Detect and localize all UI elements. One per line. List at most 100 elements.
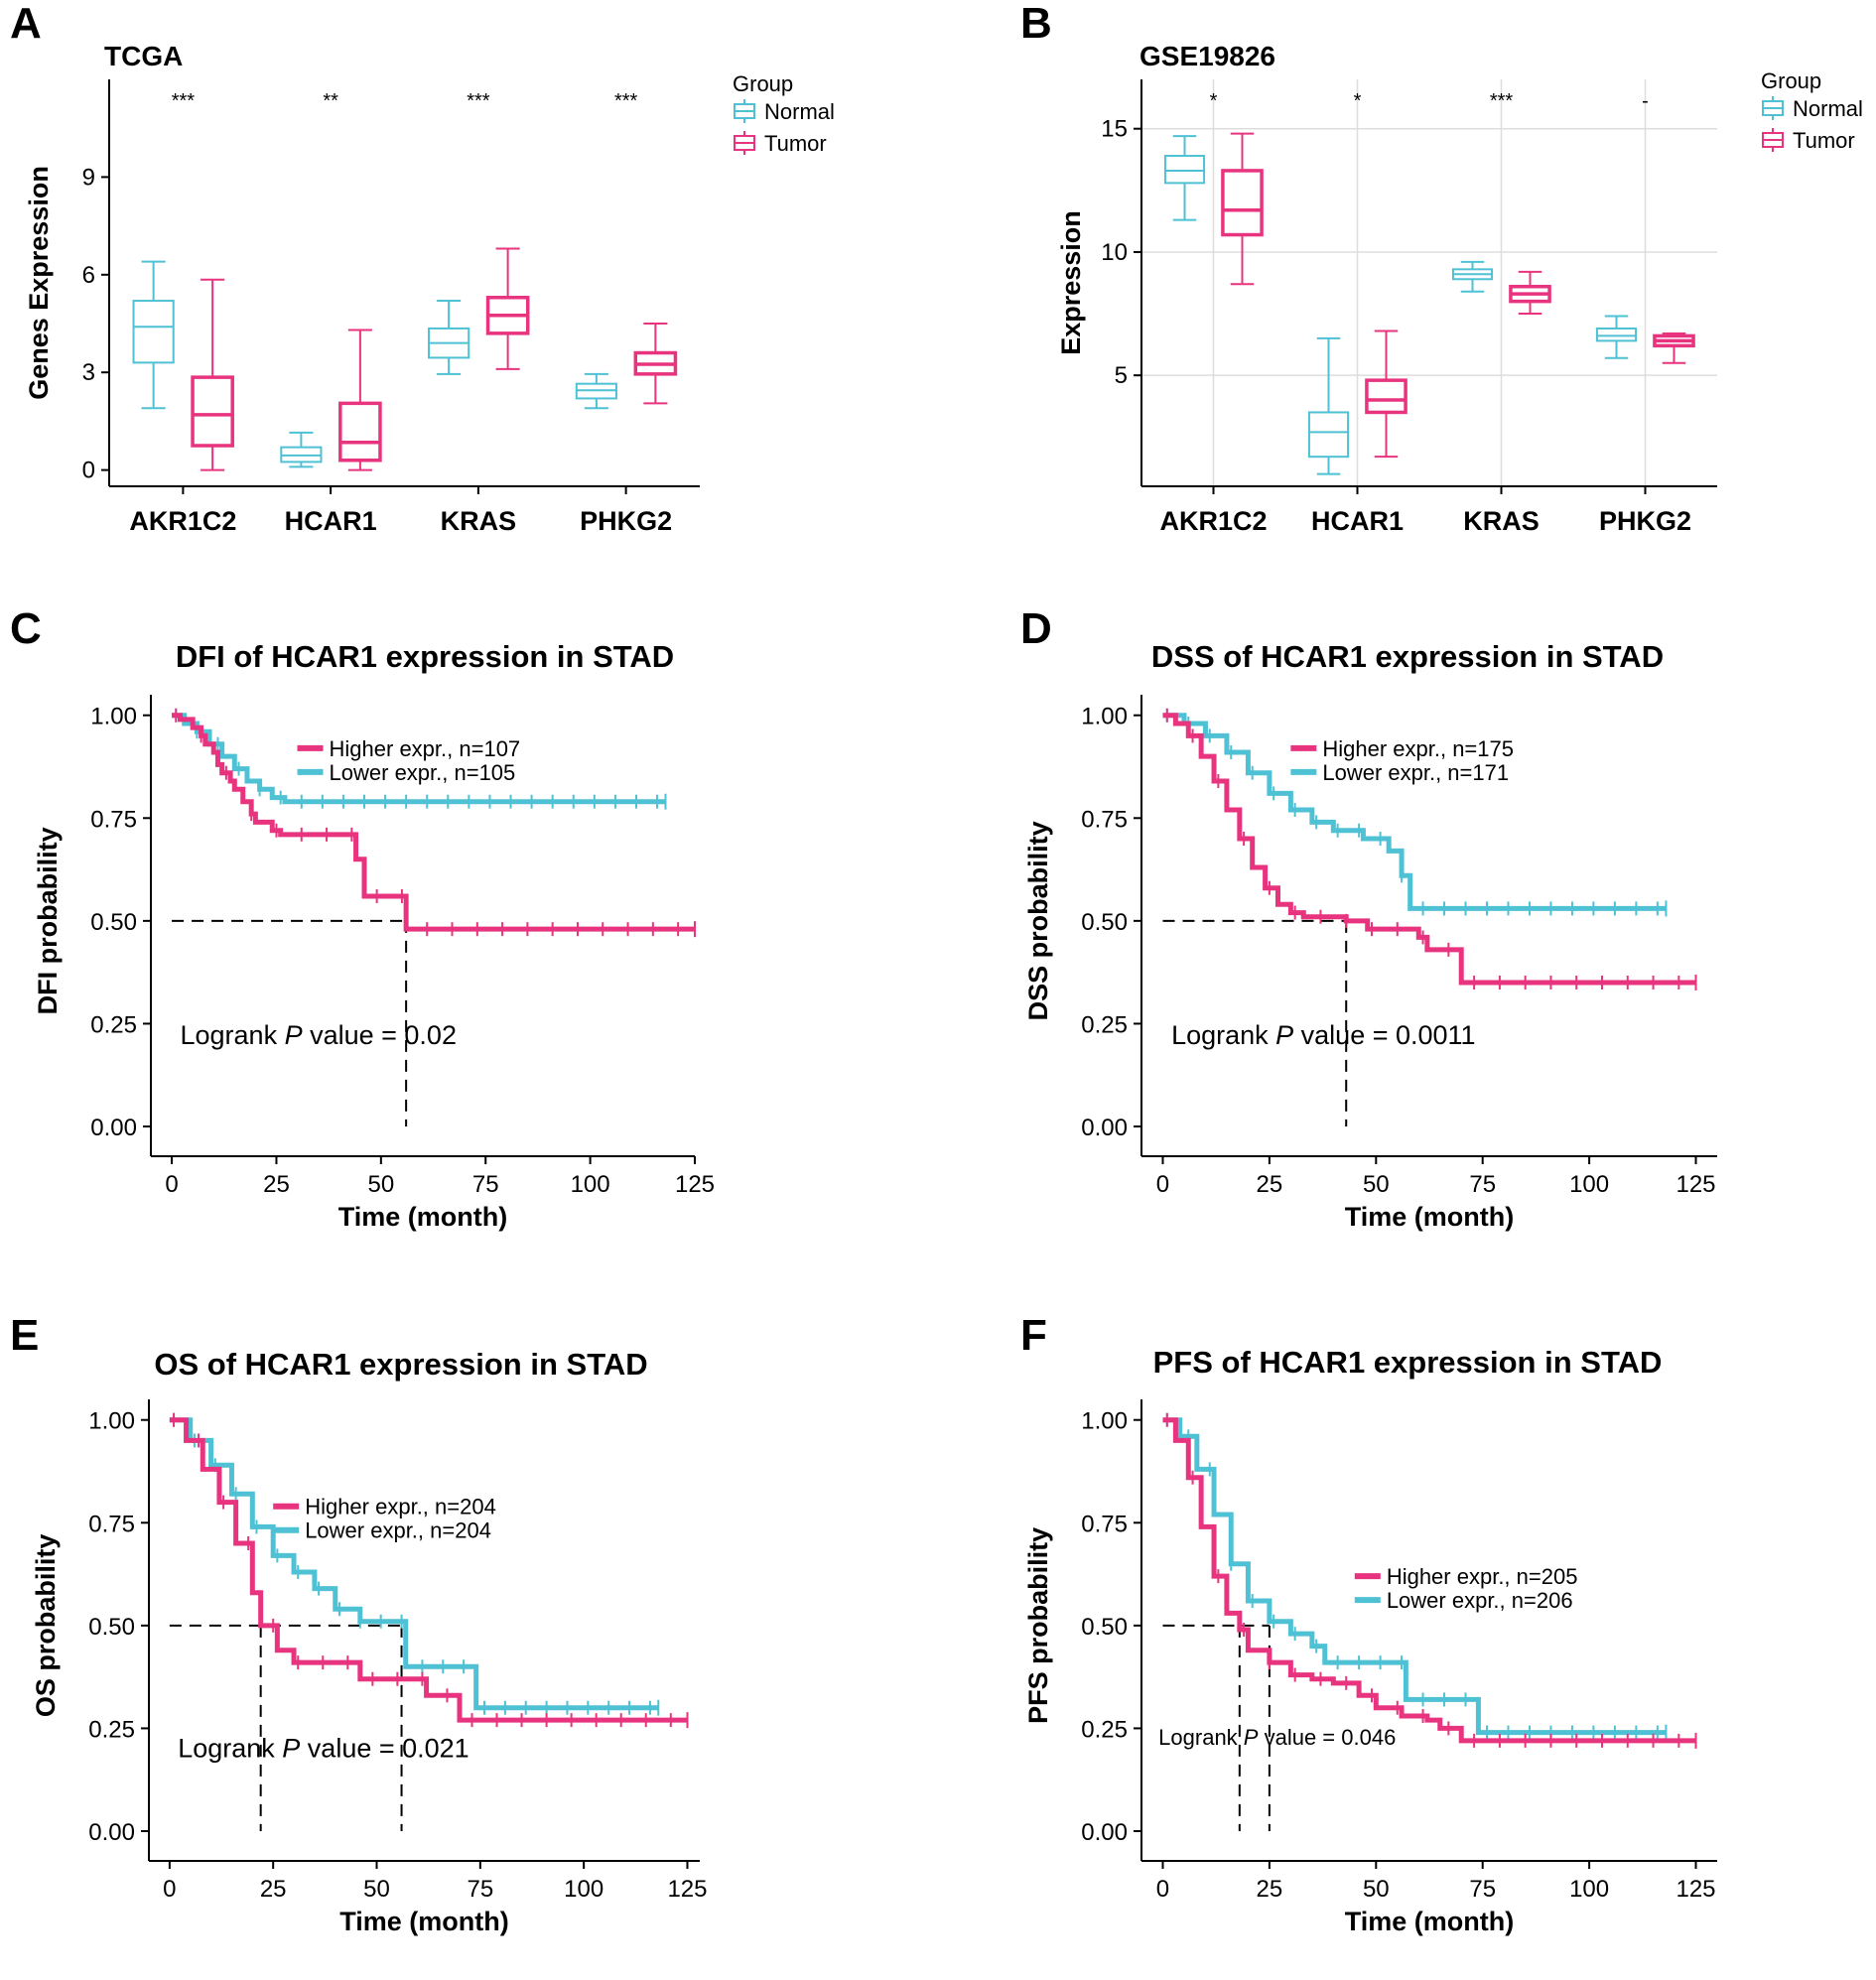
legend-key-tumor [734,131,755,155]
chart-title: DFI of HCAR1 expression in STAD [176,639,674,674]
significance-label: ** [323,90,338,112]
y-tick-label: 1.00 [1081,1408,1128,1435]
x-tick-label: HCAR1 [1311,506,1404,536]
x-tick-label: 50 [1363,1171,1390,1198]
box-body [1595,327,1638,342]
y-tick-label: 1.00 [1081,704,1128,730]
x-tick-label: 100 [1569,1876,1609,1903]
box-normal-hcar1 [1307,336,1350,475]
x-tick-label: KRAS [1463,506,1540,536]
y-tick-label: 0.50 [1081,909,1128,936]
x-tick-label: 125 [1675,1876,1715,1903]
box-normal-phkg2 [575,372,617,410]
x-tick-label: 100 [564,1876,603,1903]
panel-letter: A [10,0,42,48]
y-tick-label: 0.00 [1081,1819,1128,1846]
panel-d: D DSS of HCAR1 expression in STAD 0.00 0.25… [1020,604,1717,1232]
box-tumor-hcar1 [1365,330,1407,459]
x-axis-title: Time (month) [1345,1202,1515,1232]
legend-label: Higher expr., n=204 [305,1495,496,1519]
box-tumor-akr1c2 [191,278,234,471]
significance-label: *** [1490,90,1514,112]
x-tick-label: 100 [1569,1171,1609,1198]
x-tick-label: HCAR1 [285,506,377,536]
panel-b: B GSE19826 5 10 15 Expression AKR1C2 * HCAR1 * KRA… [1020,0,1863,536]
legend-key-normal [1762,96,1784,120]
x-tick-label: 25 [263,1171,290,1198]
x-tick-label: 25 [1257,1876,1283,1903]
y-tick-label: 0.00 [90,1115,137,1141]
box-body [338,401,382,462]
y-tick-label: 0.75 [90,806,137,833]
legend-title: Group [1761,68,1821,93]
x-tick-label: 75 [472,1171,499,1198]
box-body [191,375,234,448]
significance-label: * [1354,90,1362,112]
panel-letter: D [1020,604,1052,653]
box-body [1163,155,1206,185]
panel-a: A TCGA 0 3 6 9 Genes Expression AKR1C2 *** HCAR1 *… [10,0,835,536]
x-tick-label: 50 [363,1876,390,1903]
y-tick-label: 0.50 [90,909,137,936]
box-tumor-kras [1509,270,1551,316]
box-body [1221,169,1264,237]
chart-title: PFS of HCAR1 expression in STAD [1153,1345,1663,1380]
x-tick-label: 75 [1469,1171,1496,1198]
legend-title: Group [733,71,793,96]
survival-curve-higher [169,1417,688,1723]
box-normal-akr1c2 [132,260,175,410]
survival-curve-higher [1162,713,1696,986]
y-tick-label: 1.00 [90,704,137,730]
y-tick-label: 0.25 [90,1011,137,1038]
legend: Group Normal Tumor [733,71,835,156]
x-tick-label: 75 [1469,1876,1496,1903]
box-normal-kras [1451,260,1494,293]
survival-curve-lower [1162,1417,1667,1736]
legend-label: Lower expr., n=204 [305,1518,491,1543]
x-tick-label: PHKG2 [580,506,672,536]
survival-curve-higher [1162,1417,1696,1744]
panel-letter: F [1020,1311,1047,1360]
x-tick-label: 50 [367,1171,394,1198]
y-tick-label: 3 [82,359,95,386]
x-tick-label: 50 [1363,1876,1390,1903]
legend-label: Lower expr., n=206 [1387,1588,1573,1613]
logrank-pvalue: Logrank P value = 0.02 [181,1020,457,1050]
significance-label: * [1210,90,1218,112]
significance-label: *** [172,90,196,112]
y-tick-label: 1.00 [88,1408,135,1435]
legend: Group Normal Tumor [1761,68,1863,153]
logrank-pvalue: Logrank P value = 0.0011 [1171,1020,1476,1050]
box-tumor-phkg2 [1653,331,1695,364]
chart-title: OS of HCAR1 expression in STAD [154,1347,647,1382]
logrank-pvalue: Logrank P value = 0.046 [1158,1725,1396,1750]
y-tick-label: 0.25 [1081,1011,1128,1038]
x-tick-label: KRAS [441,506,517,536]
x-tick-label: 75 [467,1876,493,1903]
y-tick-label: 0.75 [1081,806,1128,833]
y-tick-label: 0.50 [88,1614,135,1641]
y-tick-label: 0.50 [1081,1614,1128,1641]
box-body [1365,378,1407,415]
panel-letter: C [10,604,42,653]
x-axis-title: Time (month) [339,1907,509,1936]
x-tick-label: 25 [260,1876,287,1903]
x-tick-label: PHKG2 [1599,506,1691,536]
legend-label: Higher expr., n=205 [1387,1564,1578,1589]
x-tick-label: 0 [1156,1876,1169,1903]
y-axis-title: DSS probability [1023,821,1053,1020]
x-tick-label: 125 [667,1876,707,1903]
y-axis-title: Expression [1056,210,1086,355]
legend-key-normal [734,99,755,123]
box-body [132,300,175,364]
box-tumor-hcar1 [338,329,382,471]
y-tick-label: 9 [82,164,95,191]
x-tick-label: 125 [675,1171,715,1198]
y-tick-label: 0 [82,458,95,484]
y-axis-title: PFS probability [1023,1527,1053,1724]
y-axis-title: Genes Expression [24,166,54,400]
chart-title: DSS of HCAR1 expression in STAD [1151,639,1664,674]
